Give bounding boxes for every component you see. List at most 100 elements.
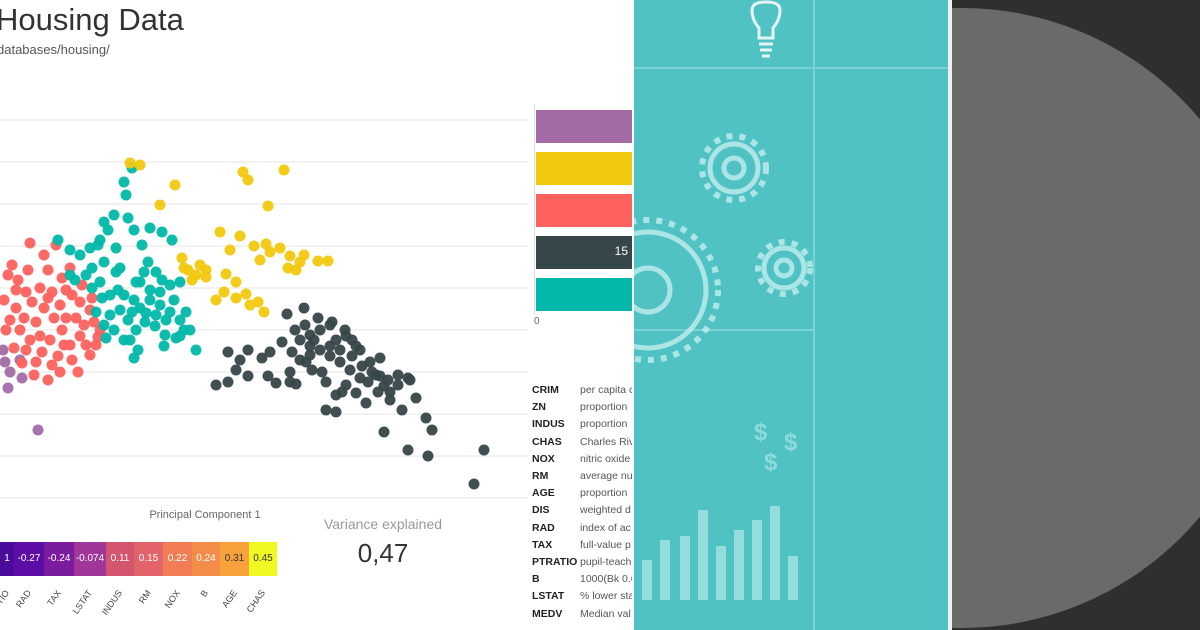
- scatter-point[interactable]: [30, 316, 42, 328]
- scatter-point[interactable]: [78, 319, 90, 331]
- heatmap-cell-nox[interactable]: 0.22: [163, 542, 192, 576]
- scatter-point[interactable]: [72, 366, 84, 378]
- scatter-point[interactable]: [168, 294, 180, 306]
- scatter-point[interactable]: [298, 302, 310, 314]
- scatter-point[interactable]: [24, 334, 36, 346]
- scatter-point[interactable]: [4, 366, 16, 378]
- scatter-point[interactable]: [18, 312, 30, 324]
- scatter-point[interactable]: [322, 255, 334, 267]
- scatter-point[interactable]: [84, 349, 96, 361]
- scatter-point[interactable]: [468, 478, 480, 490]
- scatter-point[interactable]: [66, 354, 78, 366]
- scatter-point[interactable]: [20, 286, 32, 298]
- scatter-point[interactable]: [110, 266, 122, 278]
- scatter-point[interactable]: [344, 364, 356, 376]
- scatter-point[interactable]: [94, 276, 106, 288]
- scatter-point[interactable]: [334, 344, 346, 356]
- scatter-point[interactable]: [56, 324, 68, 336]
- scatter-point[interactable]: [330, 406, 342, 418]
- scatter-point[interactable]: [104, 309, 116, 321]
- scatter-point[interactable]: [264, 346, 276, 358]
- scatter-point[interactable]: [396, 404, 408, 416]
- scatter-point[interactable]: [10, 284, 22, 296]
- scatter-point[interactable]: [38, 302, 50, 314]
- scatter-point[interactable]: [174, 276, 186, 288]
- scatter-point[interactable]: [126, 306, 138, 318]
- scatter-point[interactable]: [60, 312, 72, 324]
- scatter-point[interactable]: [284, 250, 296, 262]
- scatter-point[interactable]: [324, 350, 336, 362]
- scatter-point[interactable]: [230, 364, 242, 376]
- scatter-point[interactable]: [64, 269, 76, 281]
- scatter-point[interactable]: [36, 346, 48, 358]
- scatter-point[interactable]: [184, 324, 196, 336]
- scatter-point[interactable]: [262, 370, 274, 382]
- scatter-point[interactable]: [478, 444, 490, 456]
- scatter-point[interactable]: [324, 340, 336, 352]
- scatter-point[interactable]: [248, 240, 260, 252]
- scatter-point[interactable]: [214, 226, 226, 238]
- scatter-point[interactable]: [340, 330, 352, 342]
- scatter-point[interactable]: [14, 324, 26, 336]
- scatter-point[interactable]: [281, 308, 293, 320]
- scatter-point[interactable]: [124, 334, 136, 346]
- cluster-bar-3[interactable]: 15: [536, 236, 632, 269]
- scatter-point[interactable]: [334, 356, 346, 368]
- scatter-point[interactable]: [320, 404, 332, 416]
- heatmap-cell-tax[interactable]: -0.24: [44, 542, 74, 576]
- scatter-point[interactable]: [230, 276, 242, 288]
- scatter-point[interactable]: [314, 324, 326, 336]
- scatter-point[interactable]: [144, 284, 156, 296]
- scatter-point[interactable]: [308, 334, 320, 346]
- scatter-point[interactable]: [16, 372, 28, 384]
- scatter-point[interactable]: [2, 382, 14, 394]
- scatter-point[interactable]: [158, 340, 170, 352]
- scatter-point[interactable]: [384, 394, 396, 406]
- scatter-point[interactable]: [118, 176, 130, 188]
- scatter-point[interactable]: [150, 309, 162, 321]
- scatter-point[interactable]: [256, 352, 268, 364]
- scatter-point[interactable]: [234, 230, 246, 242]
- scatter-point[interactable]: [64, 244, 76, 256]
- scatter-point[interactable]: [150, 266, 162, 278]
- scatter-point[interactable]: [28, 369, 40, 381]
- scatter-point[interactable]: [90, 339, 102, 351]
- scatter-point[interactable]: [132, 344, 144, 356]
- scatter-point[interactable]: [312, 312, 324, 324]
- scatter-point[interactable]: [290, 378, 302, 390]
- scatter-point[interactable]: [22, 264, 34, 276]
- scatter-point[interactable]: [144, 222, 156, 234]
- scatter-point[interactable]: [90, 306, 102, 318]
- scatter-point[interactable]: [74, 330, 86, 342]
- scatter-point[interactable]: [316, 366, 328, 378]
- scatter-point[interactable]: [6, 259, 18, 271]
- scatter-point[interactable]: [38, 249, 50, 261]
- scatter-point[interactable]: [346, 350, 358, 362]
- scatter-point[interactable]: [60, 284, 72, 296]
- scatter-point[interactable]: [176, 252, 188, 264]
- scatter-point[interactable]: [180, 306, 192, 318]
- scatter-point[interactable]: [420, 412, 432, 424]
- heatmap-cell-rad[interactable]: -0.27: [14, 542, 44, 576]
- scatter-point[interactable]: [10, 302, 22, 314]
- scatter-point[interactable]: [52, 350, 64, 362]
- scatter-point[interactable]: [149, 320, 161, 332]
- scatter-point[interactable]: [4, 314, 16, 326]
- scatter-point[interactable]: [128, 294, 140, 306]
- scatter-point[interactable]: [174, 330, 186, 342]
- scatter-point[interactable]: [138, 266, 150, 278]
- heatmap-cell-rm[interactable]: 0.15: [134, 542, 163, 576]
- cluster-bar-2[interactable]: [536, 194, 632, 227]
- scatter-point[interactable]: [159, 329, 171, 341]
- scatter-point[interactable]: [118, 289, 130, 301]
- heatmap-cell-age[interactable]: 0.31: [220, 542, 249, 576]
- scatter-point[interactable]: [224, 244, 236, 256]
- scatter-point[interactable]: [34, 282, 46, 294]
- scatter-point[interactable]: [0, 344, 9, 356]
- scatter-point[interactable]: [52, 234, 64, 246]
- scatter-point[interactable]: [186, 274, 198, 286]
- scatter-point[interactable]: [284, 366, 296, 378]
- scatter-point[interactable]: [306, 364, 318, 376]
- scatter-point[interactable]: [294, 334, 306, 346]
- scatter-point[interactable]: [178, 262, 190, 274]
